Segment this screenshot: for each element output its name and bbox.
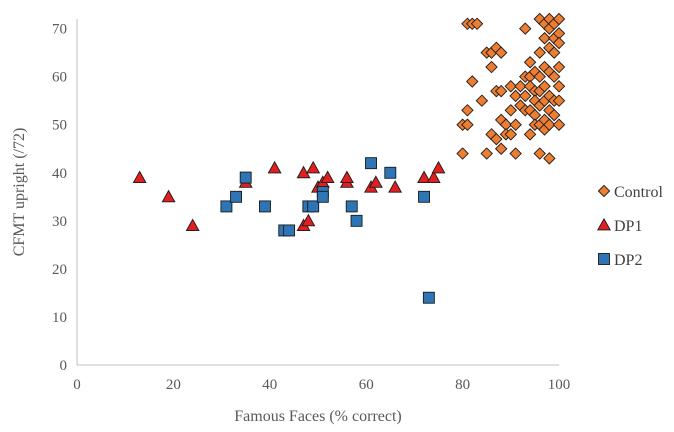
data-point: [552, 94, 566, 107]
data-point: [552, 12, 566, 26]
data-point: [533, 70, 546, 83]
x-tick-label: 60: [359, 377, 374, 393]
data-point: [259, 200, 271, 213]
data-point: [132, 170, 147, 183]
data-point: [301, 213, 316, 227]
data-point: [296, 165, 311, 179]
legend-label-dp1: DP1: [614, 218, 642, 235]
data-point: [306, 160, 321, 174]
y-tick-label: 70: [52, 22, 67, 38]
data-point: [388, 180, 403, 193]
data-point: [368, 175, 383, 188]
data-point: [345, 200, 358, 213]
y-axis-title: CFMT upright (/72): [11, 128, 28, 257]
data-point: [475, 94, 489, 107]
data-point: [466, 75, 479, 88]
data-point: [538, 80, 551, 93]
data-point: [538, 31, 551, 45]
data-point: [485, 60, 498, 74]
data-point: [509, 147, 522, 160]
data-point: [514, 80, 527, 93]
data-point: [543, 118, 556, 131]
axes-layer: [76, 19, 559, 366]
y-tick-label: 10: [52, 310, 67, 326]
data-point: [418, 190, 430, 203]
legend-marker-dp2: [598, 253, 610, 265]
data-point: [161, 189, 176, 203]
y-tick-label: 50: [52, 118, 67, 134]
data-point: [283, 224, 296, 237]
y-tick-label: 20: [52, 262, 67, 278]
ticks-layer: 0 20 40 60 80 100 0 10 20 30 40 50 60 70: [52, 22, 570, 393]
data-point: [523, 56, 537, 69]
data-point: [220, 200, 233, 213]
data-point: [494, 46, 508, 59]
data-point: [509, 89, 522, 103]
series-control: [456, 12, 566, 165]
data-point: [494, 84, 508, 98]
y-tick-label: 60: [52, 70, 67, 86]
data-point: [552, 118, 566, 131]
data-point: [543, 152, 556, 165]
x-tick-label: 80: [455, 377, 470, 393]
data-point: [504, 128, 518, 141]
y-tick-label: 30: [52, 214, 67, 230]
data-point: [533, 147, 546, 160]
legend-marker-dp1: [597, 217, 611, 231]
data-point: [239, 171, 252, 184]
data-point: [365, 157, 377, 170]
data-point: [547, 70, 561, 83]
data-point: [552, 60, 566, 74]
legend: Control DP1 DP2: [597, 184, 663, 269]
x-axis-title: Famous Faces (% correct): [234, 408, 402, 425]
legend-marker-control: [597, 184, 611, 198]
data-point: [422, 291, 435, 304]
data-point: [320, 170, 335, 183]
data-point: [504, 104, 518, 117]
data-point: [470, 17, 484, 31]
data-point: [461, 118, 474, 131]
data-point: [494, 142, 508, 155]
legend-label-dp2: DP2: [614, 252, 642, 269]
points-layer: [132, 12, 566, 304]
data-point: [456, 147, 469, 160]
data-point: [533, 46, 546, 59]
data-point: [350, 214, 363, 227]
data-point: [267, 160, 282, 174]
data-point: [426, 170, 441, 183]
x-tick-label: 100: [548, 377, 571, 393]
data-point: [339, 170, 354, 183]
x-tick-label: 40: [262, 377, 277, 393]
x-tick-label: 0: [73, 377, 81, 393]
y-tick-label: 0: [60, 358, 68, 374]
data-point: [552, 36, 566, 50]
data-point: [431, 160, 446, 174]
data-point: [490, 132, 503, 146]
data-point: [480, 147, 493, 160]
data-point: [417, 170, 432, 183]
data-point: [547, 46, 561, 59]
data-point: [384, 166, 397, 179]
legend-label-control: Control: [614, 184, 663, 201]
series-dp1: [132, 160, 446, 232]
y-tick-label: 40: [52, 166, 67, 182]
data-point: [519, 89, 532, 103]
x-tick-label: 20: [166, 377, 181, 393]
data-point: [461, 104, 474, 117]
series-dp2: [220, 157, 435, 304]
data-point: [230, 190, 243, 203]
data-point: [519, 22, 532, 35]
data-point: [307, 200, 320, 213]
data-point: [552, 80, 566, 93]
data-point: [547, 108, 561, 122]
data-point: [316, 190, 329, 203]
data-point: [185, 218, 200, 232]
data-point: [509, 118, 522, 131]
data-point: [523, 128, 537, 141]
data-point: [504, 80, 518, 93]
